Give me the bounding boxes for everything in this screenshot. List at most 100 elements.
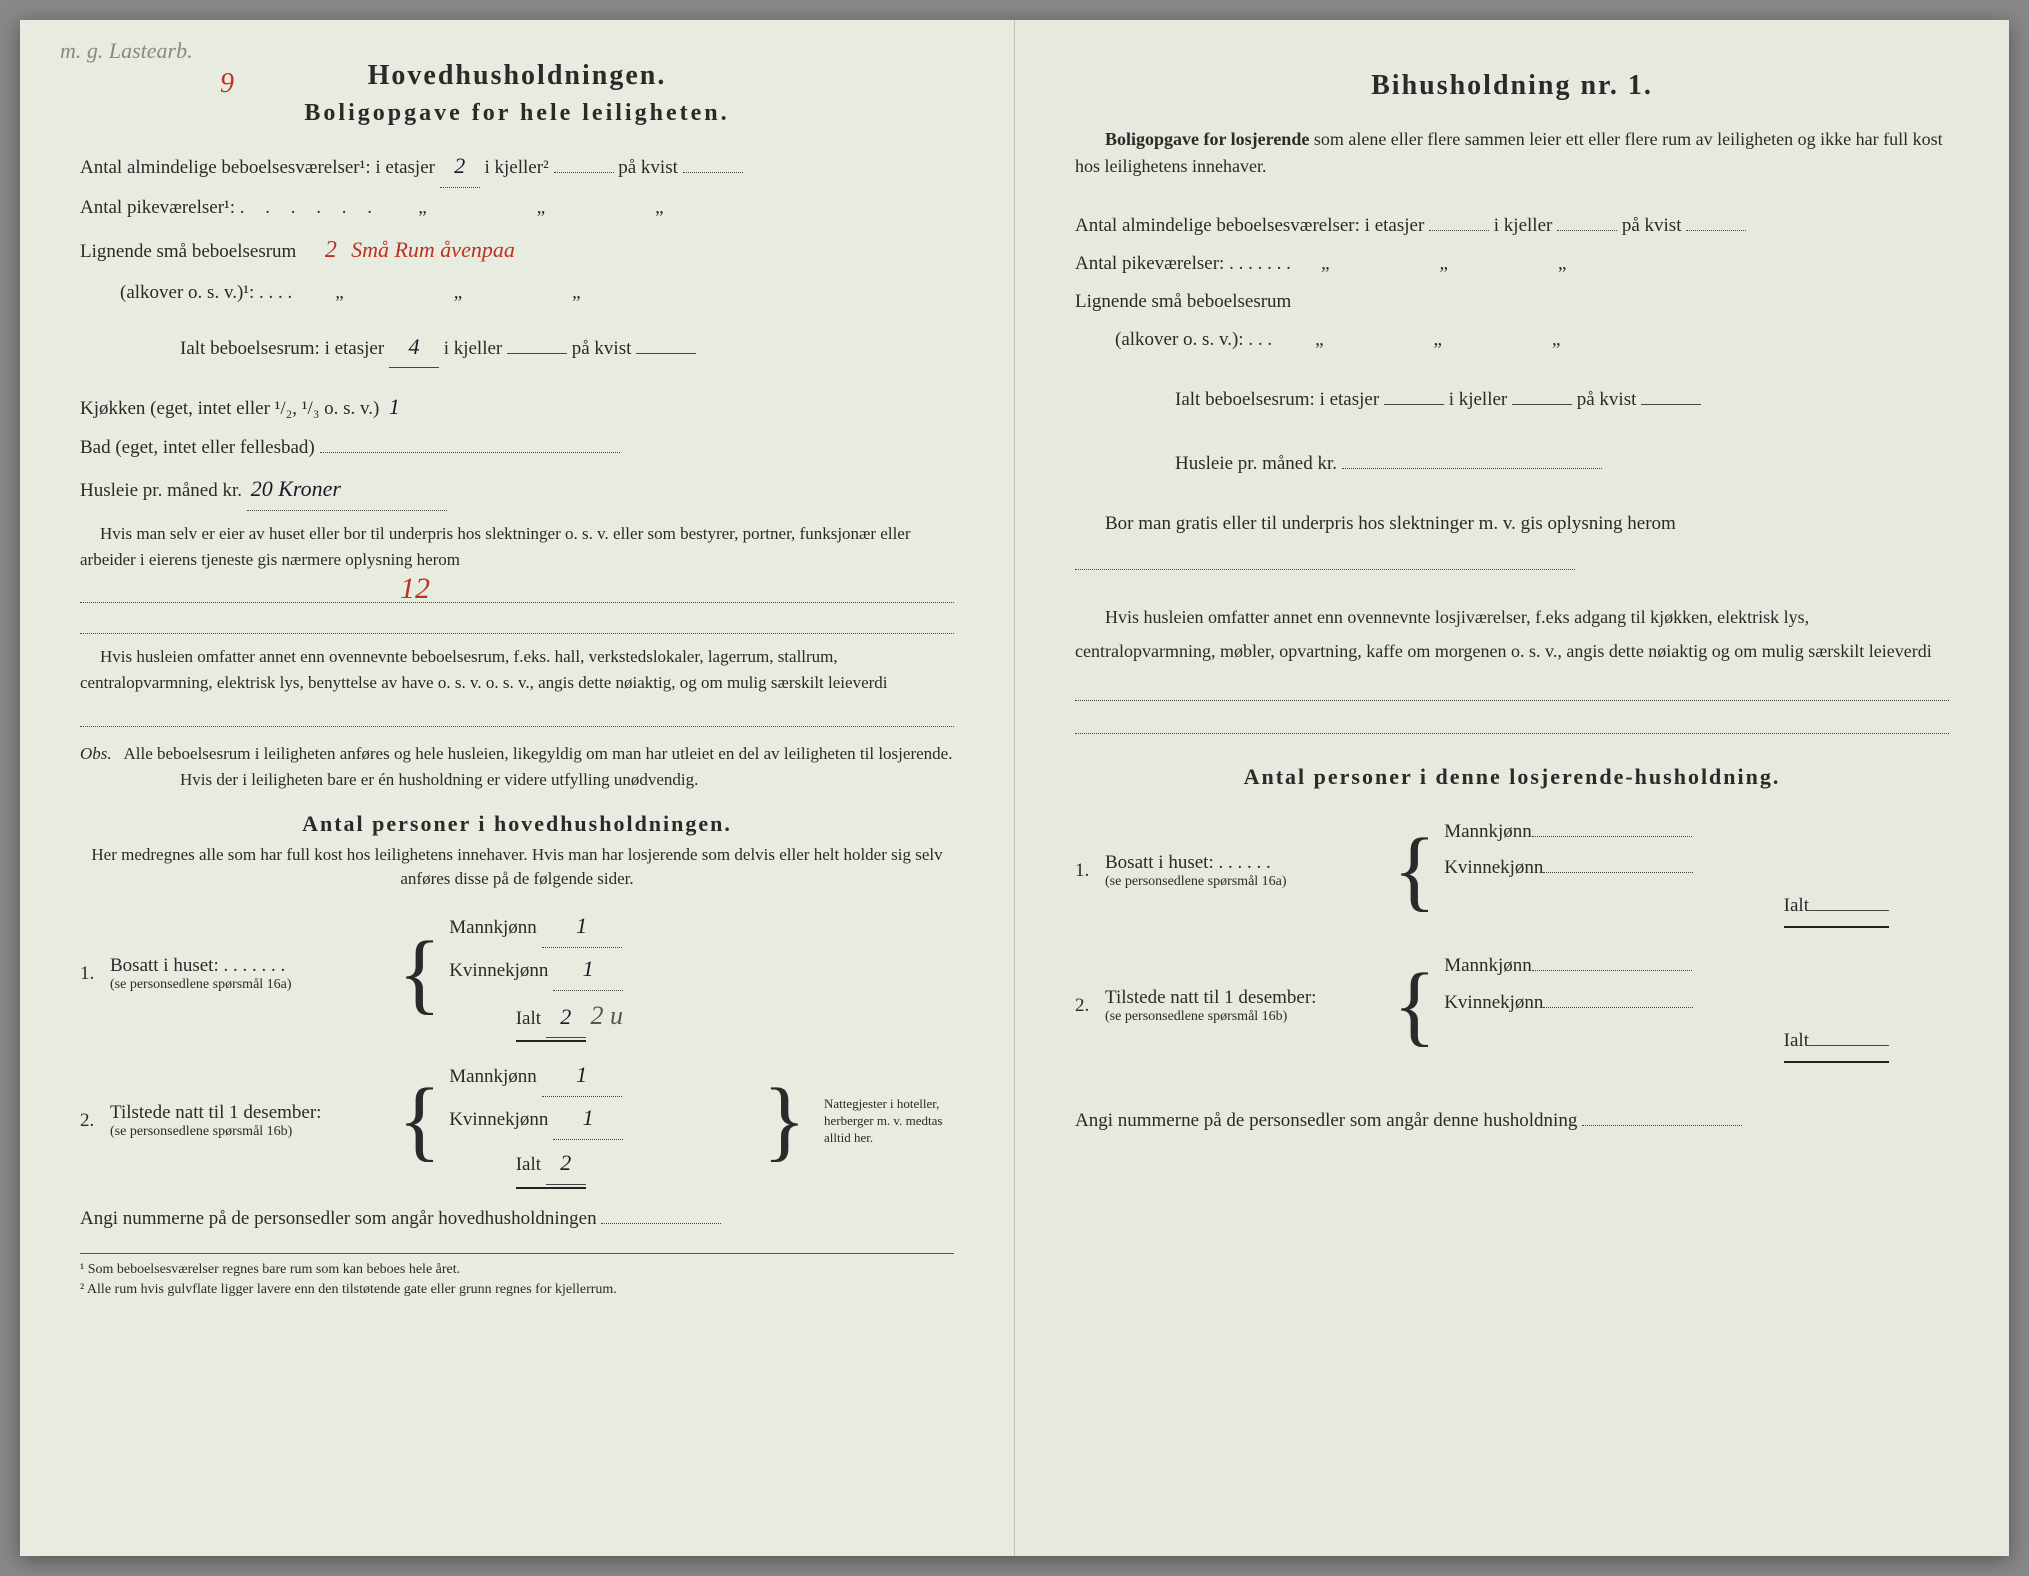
brace-icon: { xyxy=(1385,835,1444,907)
label: på kvist xyxy=(618,157,678,178)
field-kvist[interactable] xyxy=(683,172,743,173)
field-kvist[interactable] xyxy=(1686,230,1746,231)
field-tilstede-ialt[interactable]: 2 xyxy=(546,1142,586,1185)
brace-icon: { xyxy=(1385,970,1444,1042)
label: på kvist xyxy=(1622,215,1682,236)
text: Bor man gratis eller til underpris hos s… xyxy=(1105,513,1676,534)
side-note-nattegjester: Nattegjester i hoteller, herberger m. v.… xyxy=(824,1096,954,1147)
label: Bosatt i huset: . . . . . . . xyxy=(110,955,285,976)
field-ialt-kjeller[interactable] xyxy=(1512,404,1572,405)
list-number: 1. xyxy=(1075,860,1105,882)
blank-line[interactable] xyxy=(80,607,954,634)
line-bad: Bad (eget, intet eller fellesbad) xyxy=(80,430,954,466)
line-pikevaerelser: Antal pikeværelser¹: . . . . . . „ „ „ xyxy=(80,190,954,226)
field-etasjer[interactable]: 2 xyxy=(440,145,480,188)
label-kvinne: Kvinnekjønn xyxy=(1444,992,1543,1013)
label: Tilstede natt til 1 desember: xyxy=(1105,987,1316,1008)
field-ialt-etasjer[interactable]: 4 xyxy=(389,326,439,369)
obs-text: Alle beboelsesrum i leiligheten anføres … xyxy=(123,744,952,763)
field-bosatt-ialt[interactable]: 2 xyxy=(546,996,586,1039)
field-tilstede-mann[interactable]: 1 xyxy=(542,1054,622,1097)
label: Husleie pr. måned kr. xyxy=(80,480,242,501)
count-values: Mannkjønn 1 Kvinnekjønn 1 Ialt 2 2 u xyxy=(449,905,954,1042)
field-kjeller[interactable] xyxy=(554,172,614,173)
label: Bosatt i huset: . . . . . . xyxy=(1105,852,1271,873)
line-rooms-floors: Antal almindelige beboelsesværelser: i e… xyxy=(1075,208,1949,244)
field-tilstede-kvinne[interactable] xyxy=(1543,1007,1693,1008)
blank-line[interactable] xyxy=(80,699,954,726)
blank-field[interactable] xyxy=(1075,569,1575,570)
count-label: Bosatt i huset: . . . . . . (se personse… xyxy=(1105,852,1385,890)
lead-bold: Boligopgave for losjerende xyxy=(1105,129,1309,149)
right-title: Bihusholdning nr. 1. xyxy=(1075,70,1949,102)
label: Kjøkken (eget, intet eller ¹/₂, ¹/₃ o. s… xyxy=(80,398,379,419)
field-nummerne[interactable] xyxy=(1582,1125,1742,1126)
blank-line[interactable] xyxy=(1075,705,1949,734)
ditto-marks: „ „ „ xyxy=(297,282,589,303)
section-antal-personer: Antal personer i denne losjerende-hushol… xyxy=(1075,764,1949,790)
count-label: Tilstede natt til 1 desember: (se person… xyxy=(1105,987,1385,1025)
field-bad[interactable] xyxy=(320,452,620,453)
field-ialt-kvist[interactable] xyxy=(1641,404,1701,405)
label: Angi nummerne på de personsedler som ang… xyxy=(1075,1110,1577,1131)
field-bosatt-mann[interactable] xyxy=(1532,836,1692,837)
sub-label: (se personsedlene spørsmål 16b) xyxy=(1105,1009,1385,1025)
label-kvinne: Kvinnekjønn xyxy=(449,960,548,981)
field-nummerne[interactable] xyxy=(601,1223,721,1224)
field-ialt-kvist[interactable] xyxy=(636,353,696,354)
label: i kjeller xyxy=(1449,389,1508,410)
sub-label: (se personsedlene spørsmål 16a) xyxy=(110,977,390,993)
label: (alkover o. s. v.): . . . xyxy=(1115,329,1272,350)
left-page: m. g. Lastearb. 9 Hovedhusholdningen. Bo… xyxy=(20,20,1015,1556)
footnote-2: ² Alle rum hvis gulvflate ligger lavere … xyxy=(80,1280,954,1300)
field-bosatt-kvinne[interactable] xyxy=(1543,872,1693,873)
field-kjokken[interactable]: 1 xyxy=(389,394,400,419)
label: på kvist xyxy=(1577,389,1637,410)
label: Angi nummerne på de personsedler som ang… xyxy=(80,1208,597,1229)
field-husleie[interactable]: 20 Kroner xyxy=(247,468,447,511)
line-small-rooms: Lignende små beboelsesrum 2 Små Rum åven… xyxy=(80,228,954,274)
label-ialt: Ialt xyxy=(516,1008,541,1029)
count-values: Mannkjønn 1 Kvinnekjønn 1 Ialt 2 xyxy=(449,1054,755,1188)
label: Ialt beboelsesrum: i etasjer xyxy=(1175,389,1379,410)
field-bosatt-ialt[interactable] xyxy=(1809,910,1889,911)
sub-label: (se personsedlene spørsmål 16a) xyxy=(1105,874,1385,890)
label: Ialt beboelsesrum: i etasjer xyxy=(180,338,384,359)
label-mann: Mannkjønn xyxy=(1444,821,1532,842)
field-ialt-kjeller[interactable] xyxy=(507,353,567,354)
pencil-annotation: m. g. Lastearb. xyxy=(60,38,193,64)
red-number-12: 12 xyxy=(400,566,430,611)
left-title: Hovedhusholdningen. xyxy=(80,60,954,92)
list-number: 2. xyxy=(1075,995,1105,1017)
field-husleie[interactable] xyxy=(1342,468,1602,469)
field-small-rooms-count[interactable]: 2 xyxy=(325,237,337,263)
line-rooms-floors: Antal almindelige beboelsesværelser¹: i … xyxy=(80,145,954,188)
field-tilstede-mann[interactable] xyxy=(1532,970,1692,971)
count-tilstede: 2. Tilstede natt til 1 desember: (se per… xyxy=(80,1054,954,1188)
blank-line[interactable] xyxy=(80,576,954,603)
obs-text2: Hvis der i leiligheten bare er én hushol… xyxy=(130,767,698,793)
field-tilstede-ialt[interactable] xyxy=(1809,1045,1889,1046)
brace-icon: { xyxy=(390,1085,449,1157)
label: i kjeller xyxy=(1494,215,1553,236)
field-ialt-etasjer[interactable] xyxy=(1384,404,1444,405)
obs-block: Obs. Alle beboelsesrum i leiligheten anf… xyxy=(80,741,954,794)
label-mann: Mannkjønn xyxy=(1444,955,1532,976)
label-ialt: Ialt xyxy=(1784,895,1809,916)
field-tilstede-kvinne[interactable]: 1 xyxy=(553,1097,623,1140)
line-husleie: Husleie pr. måned kr. xyxy=(1075,446,1949,482)
footnote-1: ¹ Som beboelsesværelser regnes bare rum … xyxy=(80,1260,954,1280)
para-owner-info: Hvis man selv er eier av huset eller bor… xyxy=(80,521,954,634)
label-ialt: Ialt xyxy=(516,1154,541,1175)
field-bosatt-mann[interactable]: 1 xyxy=(542,905,622,948)
text: Hvis husleien omfatter annet enn ovennev… xyxy=(80,644,954,695)
field-kjeller[interactable] xyxy=(1557,230,1617,231)
label: Bad (eget, intet eller fellesbad) xyxy=(80,437,315,458)
section-antal-personer: Antal personer i hovedhusholdningen. xyxy=(80,811,954,837)
field-bosatt-kvinne[interactable]: 1 xyxy=(553,948,623,991)
brace-icon: { xyxy=(390,938,449,1010)
field-etasjer[interactable] xyxy=(1429,230,1489,231)
count-label: Tilstede natt til 1 desember: (se person… xyxy=(110,1102,390,1140)
blank-line[interactable] xyxy=(1075,673,1949,702)
red-number-9: 9 xyxy=(220,68,234,100)
